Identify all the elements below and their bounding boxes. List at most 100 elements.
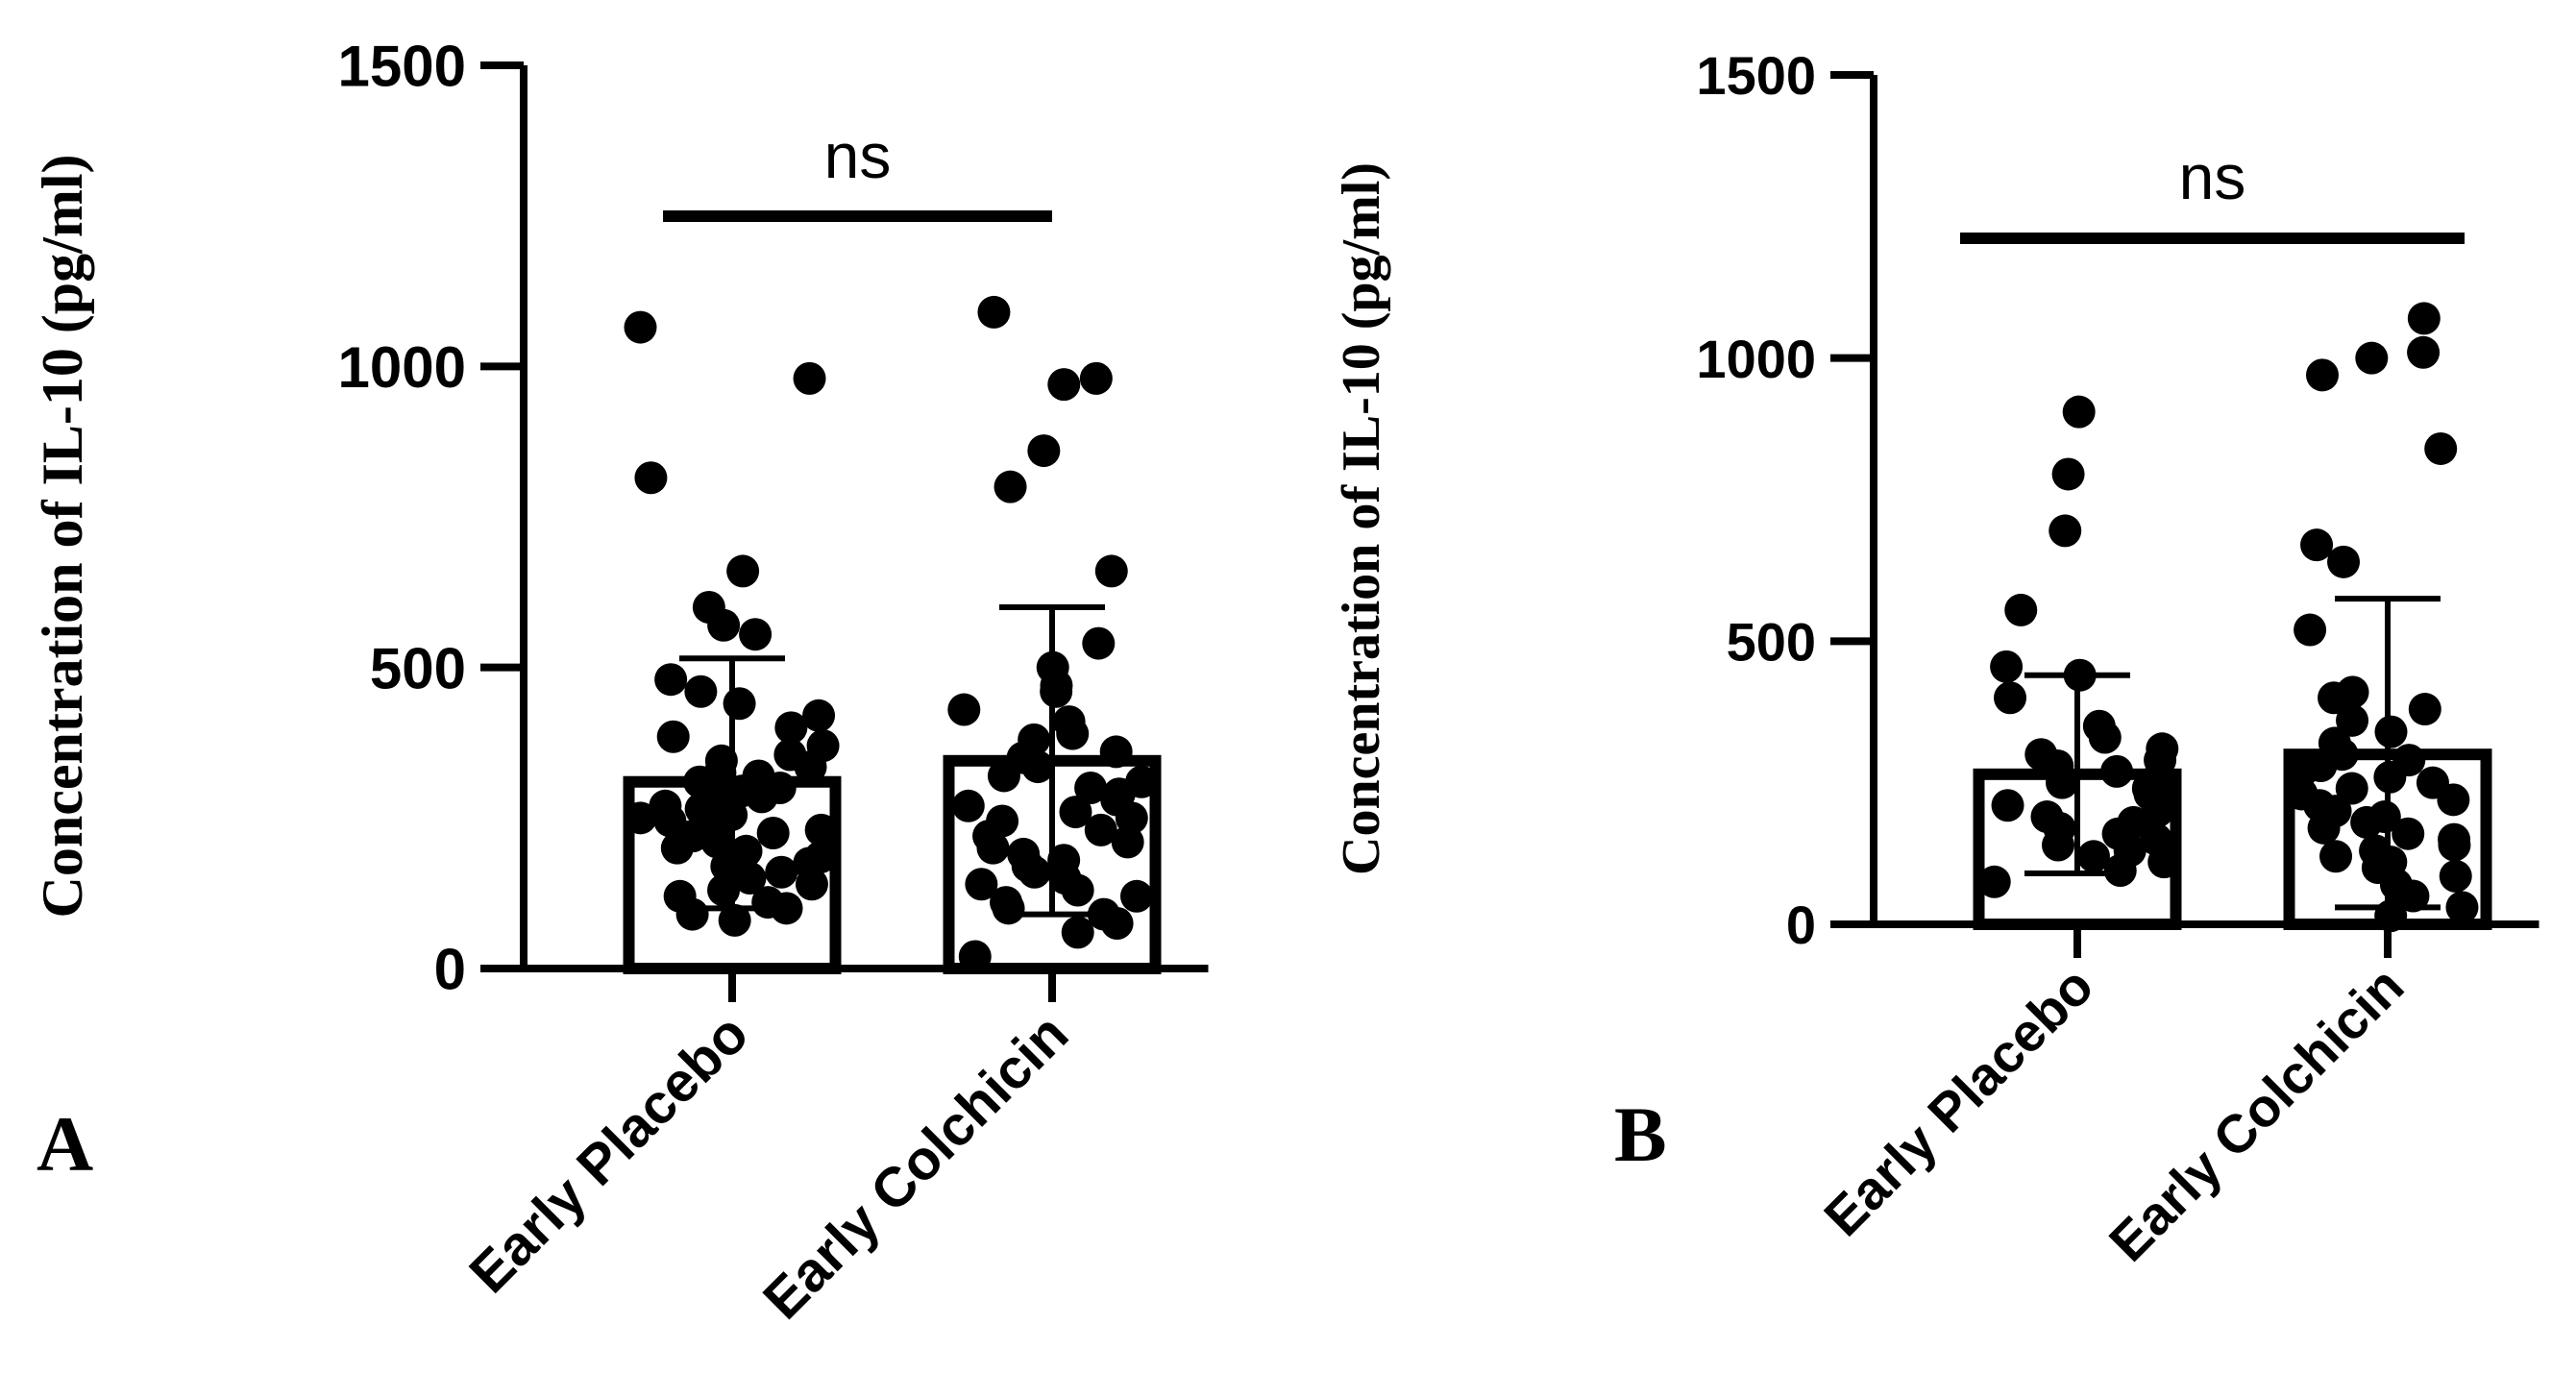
data-point [774, 711, 808, 745]
data-point [1027, 434, 1061, 468]
data-point [2004, 593, 2038, 626]
data-point [2103, 854, 2137, 888]
data-point [795, 868, 828, 901]
data-point [2285, 754, 2318, 788]
data-point [2355, 341, 2389, 375]
data-point [2319, 840, 2353, 873]
data-point [634, 461, 668, 495]
data-point [1099, 735, 1133, 769]
data-point [2350, 805, 2384, 839]
data-point [2437, 783, 2470, 817]
data-point [977, 295, 1011, 329]
data-point [1061, 873, 1094, 907]
data-point [2392, 817, 2425, 850]
data-point [1990, 650, 2024, 683]
y-tick-label: 0 [434, 938, 466, 1002]
data-point [756, 817, 790, 849]
significance-label: ns [2179, 141, 2246, 212]
data-point [1115, 801, 1148, 835]
y-tick-label: 1000 [1696, 329, 1816, 389]
data-point [656, 720, 690, 753]
data-point [723, 687, 756, 721]
data-point [2439, 859, 2472, 893]
data-point [947, 693, 981, 726]
data-point [2438, 828, 2471, 862]
data-point [2305, 358, 2339, 392]
data-point [1040, 674, 1073, 708]
data-point [1119, 879, 1153, 913]
data-point [1059, 796, 1092, 829]
data-point [2088, 721, 2122, 754]
data-point [987, 759, 1020, 793]
data-point [1084, 813, 1117, 846]
data-point [2147, 846, 2181, 879]
y-tick-label: 1500 [1696, 45, 1816, 106]
data-point [718, 903, 751, 937]
data-point [675, 897, 709, 931]
data-point [2300, 528, 2334, 562]
data-point [793, 361, 826, 395]
data-point [1111, 825, 1144, 859]
data-point [2318, 681, 2351, 715]
chart-b: 0 500 1000 1500 Concentration of IL-10 (pg/m… [1332, 45, 2539, 1273]
data-point [2374, 899, 2408, 933]
data-point [2307, 811, 2341, 845]
data-point [1100, 907, 1134, 940]
panel-letter: B [1614, 1091, 1667, 1178]
data-point [770, 892, 803, 925]
data-point [2100, 754, 2134, 788]
y-tick-label: 1500 [338, 35, 466, 99]
x-tick-label: Early Colchicin [751, 1002, 1080, 1331]
data-point [1079, 361, 1113, 395]
data-point [2336, 703, 2369, 737]
data-point [2424, 431, 2458, 465]
x-tick-label: Early Placebo [457, 1002, 760, 1305]
data-point [1977, 865, 2011, 898]
data-point [2051, 457, 2085, 491]
data-point [992, 892, 1025, 925]
y-tick-label: 500 [370, 636, 466, 700]
data-point [707, 608, 741, 642]
x-tick-label: Early Placebo [1812, 955, 2104, 1247]
data-point [794, 750, 827, 784]
data-point [2407, 335, 2441, 369]
data-point [2294, 613, 2327, 647]
y-axis-label: Concentration of IL-10 (pg/ml) [1332, 162, 1391, 875]
data-point [2373, 760, 2407, 794]
y-tick-label: 1000 [338, 335, 466, 400]
data-point [2445, 891, 2479, 924]
data-point [2062, 395, 2096, 429]
chart-a: 0 500 1000 1500 Concentration of IL-10 (pg/m… [31, 35, 1209, 1331]
data-point [804, 813, 838, 846]
data-point [2076, 840, 2110, 873]
data-point [976, 831, 1010, 865]
data-point [951, 789, 985, 822]
data-point [1074, 772, 1108, 804]
panel-a: 0 500 1000 1500 Concentration of IL-10 (pg/m… [31, 35, 1209, 1331]
data-point [624, 801, 657, 835]
data-point [1061, 916, 1094, 949]
data-point [765, 855, 798, 889]
data-point [2374, 715, 2408, 748]
panel-letter: A [37, 1100, 94, 1188]
data-point [739, 618, 773, 651]
data-point [2396, 879, 2430, 913]
data-point [1018, 855, 1051, 889]
data-point [965, 868, 998, 901]
data-point [1082, 626, 1116, 660]
data-point [2335, 772, 2368, 805]
data-point [684, 674, 718, 708]
data-point [802, 699, 836, 732]
data-point [1056, 717, 1090, 750]
data-point [2327, 545, 2361, 578]
data-point [624, 310, 657, 344]
panel-b: 0 500 1000 1500 Concentration of IL-10 (pg/m… [1288, 0, 2576, 1398]
data-point [994, 470, 1027, 503]
data-point [660, 831, 694, 865]
data-point [2408, 693, 2441, 726]
significance-label: ns [824, 120, 892, 191]
data-point [1994, 681, 2027, 715]
data-point [2407, 302, 2441, 335]
data-point [2041, 828, 2074, 862]
y-tick-label: 0 [1786, 895, 1816, 955]
